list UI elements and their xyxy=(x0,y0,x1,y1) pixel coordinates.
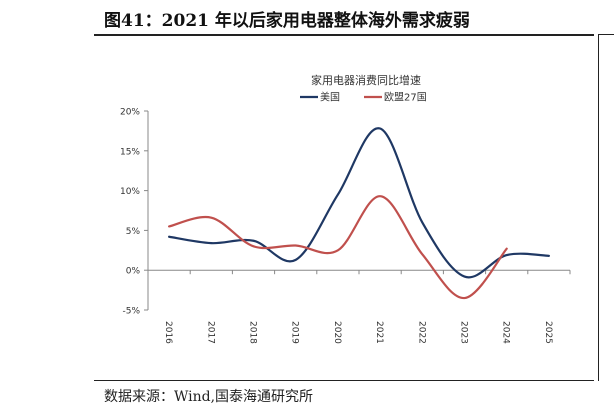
x-tick-label: 2019 xyxy=(290,321,300,344)
y-tick-label: 20% xyxy=(120,108,140,118)
series-line-us xyxy=(168,127,550,279)
line-chart: 家用电器消费同比增速 美国 欧盟27国 20%15%10%5%0%-5%2016 2… xyxy=(120,73,571,344)
y-tick-label: 5% xyxy=(126,227,141,237)
x-tick-label: 2021 xyxy=(374,321,384,344)
series-lines xyxy=(168,127,550,300)
x-tick-label: 2024 xyxy=(501,321,511,344)
x-tick-label: 2023 xyxy=(459,321,469,344)
bottom-rule xyxy=(94,380,594,381)
y-tick-label: 10% xyxy=(120,187,140,197)
legend: 美国 欧盟27国 xyxy=(300,91,427,104)
chart-title: 家用电器消费同比增速 xyxy=(311,73,421,87)
figure-title: 图41：2021 年以后家用电器整体海外需求疲弱 xyxy=(104,11,470,31)
x-tick-label: 2020 xyxy=(332,321,342,344)
x-tick-label: 2017 xyxy=(205,321,215,344)
x-tick-label: 2025 xyxy=(543,321,553,344)
legend-label: 欧盟27国 xyxy=(384,92,427,104)
x-tick-label: 2022 xyxy=(416,321,426,344)
source-note: 数据来源：Wind,国泰海通研究所 xyxy=(104,389,314,405)
side-rule-top xyxy=(598,34,614,35)
legend-label: 美国 xyxy=(320,91,340,104)
y-tick-label: -5% xyxy=(122,307,140,317)
series-line-eu27 xyxy=(168,195,508,300)
y-tick-label: 0% xyxy=(126,267,141,277)
top-rule xyxy=(94,34,594,36)
side-rule xyxy=(598,34,599,381)
x-tick-label: 2018 xyxy=(248,321,258,344)
axes: 20% 15% 10% 5% 0% -5% 2016 2017 2018 2019 2020 2021… xyxy=(120,108,571,344)
y-tick-label: 15% xyxy=(120,147,140,157)
x-tick-label: 2016 xyxy=(163,321,173,344)
